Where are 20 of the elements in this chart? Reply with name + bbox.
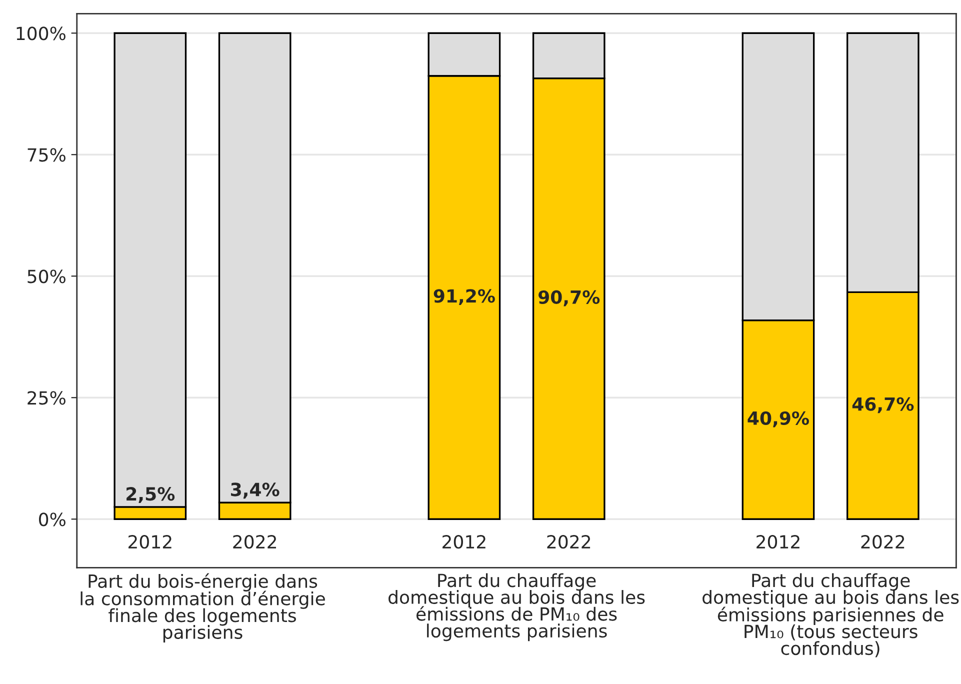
- data-label: 40,9%: [748, 411, 809, 428]
- data-label: 90,7%: [538, 290, 600, 306]
- y-tick-label: 75%: [28, 148, 66, 162]
- x-tick-label: 2012: [128, 535, 172, 549]
- y-tick-label: 100%: [16, 26, 66, 40]
- y-tick-label: 50%: [28, 270, 66, 284]
- y-tick-label: 0%: [39, 512, 66, 526]
- text: Part du bois-énergie dans la consommation d’énergie finale des logements parisiens: [80, 573, 325, 643]
- data-label: 2,5%: [126, 487, 175, 504]
- text: Part du chauffage domestique au bois dans les émissions de PM₁₀ des logements parisiens: [388, 573, 645, 642]
- data-label: 3,4%: [231, 482, 280, 499]
- x-tick-label: 2022: [233, 535, 276, 549]
- text: Part du chauffage domestique au bois dans les émissions parisiennes de PM₁₀ (tous secteurs confondus): [702, 573, 959, 658]
- data-label: 46,7%: [852, 397, 914, 414]
- x-tick-label: 2022: [861, 535, 904, 549]
- y-tick-label: 25%: [28, 391, 66, 405]
- x-tick-label: 2012: [756, 535, 800, 549]
- x-tick-label: 2012: [442, 535, 486, 549]
- x-tick-label: 2022: [547, 535, 590, 549]
- data-label: 91,2%: [434, 289, 495, 306]
